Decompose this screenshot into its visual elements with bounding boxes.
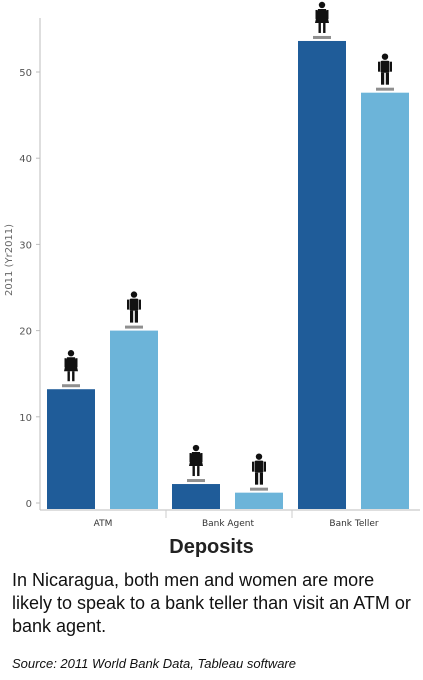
x-tick-label: ATM bbox=[94, 519, 113, 529]
y-tick-label: 0 bbox=[26, 499, 32, 510]
bar-male-atm bbox=[110, 330, 158, 509]
y-tick-label: 10 bbox=[19, 413, 32, 424]
data-label-female bbox=[62, 384, 80, 388]
chart-caption: In Nicaragua, both men and women are mor… bbox=[12, 570, 411, 636]
x-tick-label: Bank Agent bbox=[202, 519, 255, 529]
data-label-male bbox=[250, 487, 268, 491]
male-icon bbox=[252, 453, 266, 485]
x-tick-label: Bank Teller bbox=[329, 519, 379, 529]
y-tick-label: 30 bbox=[19, 240, 32, 251]
chart-title: Deposits bbox=[169, 536, 254, 558]
female-icon bbox=[64, 350, 78, 382]
data-label-male bbox=[125, 325, 143, 329]
y-tick-label: 20 bbox=[19, 327, 32, 338]
data-label-male bbox=[376, 87, 394, 91]
bar-female-bank-agent bbox=[172, 484, 220, 509]
female-icon bbox=[189, 444, 203, 477]
male-icon bbox=[378, 53, 392, 85]
female-icon bbox=[315, 1, 329, 33]
y-tick-label: 50 bbox=[19, 68, 32, 79]
y-tick-label: 40 bbox=[19, 154, 32, 165]
bar-female-atm bbox=[47, 389, 95, 509]
data-label-female bbox=[313, 35, 331, 39]
bar-male-bank-agent bbox=[235, 492, 283, 509]
y-axis-label: 2011 (Yr2011) bbox=[4, 224, 15, 296]
bar-male-bank-teller bbox=[361, 92, 409, 510]
source-note: Source: 2011 World Bank Data, Tableau so… bbox=[12, 656, 296, 671]
bar-chart: 0 10 20 30 40 50 2011 (Yr2011) ATM Bank Agent Ban… bbox=[4, 1, 420, 529]
bar-female-bank-teller bbox=[298, 40, 346, 510]
male-icon bbox=[127, 291, 141, 323]
data-label-female bbox=[187, 479, 205, 483]
